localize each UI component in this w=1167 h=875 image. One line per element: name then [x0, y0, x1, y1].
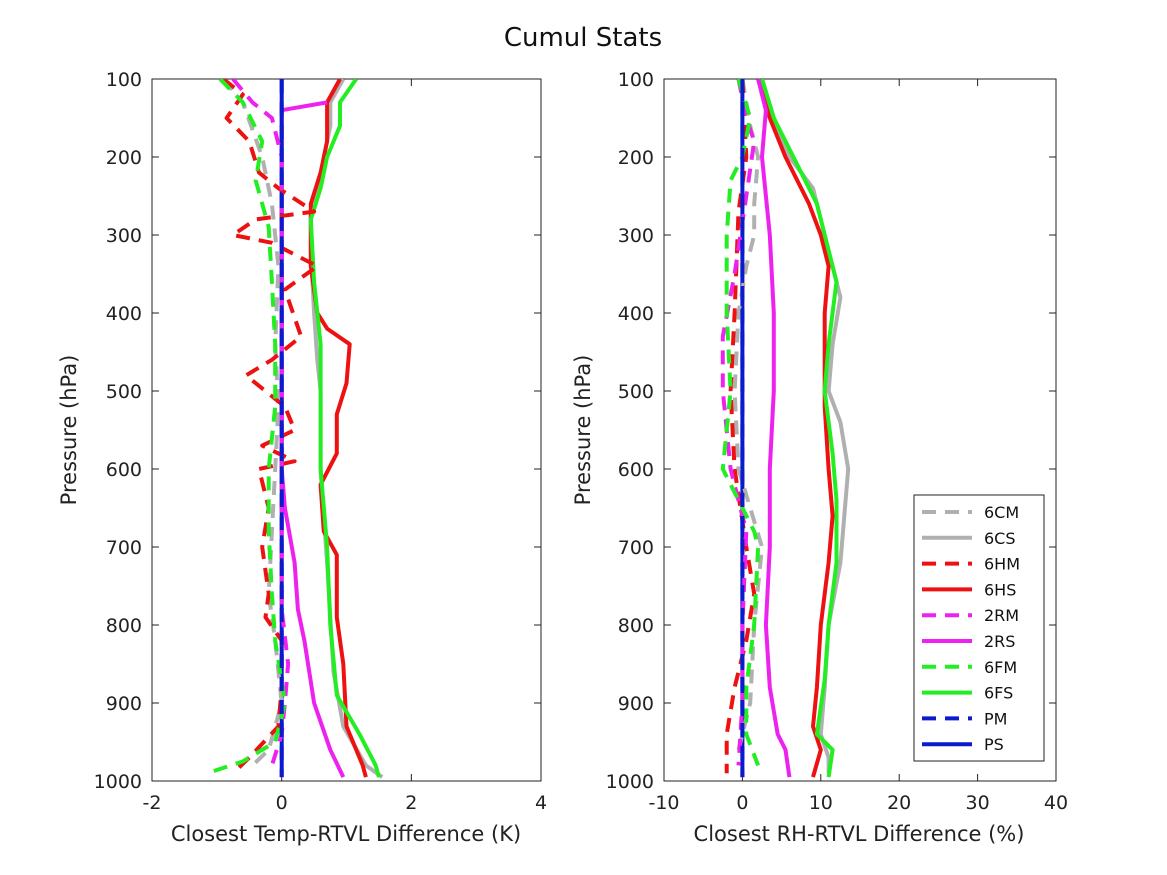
legend-label-6cs: 6CS [984, 529, 1016, 548]
y-tick-label: 400 [618, 303, 654, 325]
series-line-6cm [221, 79, 284, 767]
plot-frame [151, 78, 542, 782]
x-tick-label: 20 [887, 792, 911, 814]
y-tick-label: 900 [618, 693, 654, 715]
legend-label-6hm: 6HM [984, 555, 1020, 574]
y-tick-label: 1000 [94, 771, 142, 793]
temp-difference-plot: -2 0 2 4 100 200 300 400 500 600 700 800 900 1000 [94, 69, 547, 814]
series-line-2rm [720, 79, 757, 766]
rh-difference-plot: -10 0 10 20 30 40 100 200 300 400 500 600 700 800 900 1… [606, 69, 1068, 814]
x-tick-label: 4 [535, 792, 547, 814]
series-line-6fm [206, 79, 287, 776]
y-tick-label: 1000 [606, 771, 654, 793]
series-line-6fs [760, 79, 839, 778]
x-tick-label: 40 [1044, 792, 1068, 814]
y-tick-label: 300 [618, 225, 654, 247]
series-line-2rs [756, 79, 792, 778]
y-tick-label: 700 [106, 537, 142, 559]
plot-frame [663, 78, 1057, 782]
x-tick-label: 0 [736, 792, 748, 814]
legend-label-2rm: 2RM [984, 606, 1019, 625]
y-tick-label: 700 [618, 537, 654, 559]
legend-label-ps: PS [984, 735, 1004, 754]
y-axis-label-temp: Pressure (hPa) [57, 355, 81, 506]
x-tick-label: -2 [143, 792, 162, 814]
x-tick-label: 10 [809, 792, 833, 814]
y-tick-label: 600 [618, 459, 654, 481]
legend-label-6fm: 6FM [984, 658, 1017, 677]
x-tick-label: 0 [276, 792, 288, 814]
y-tick-label: 100 [106, 69, 142, 91]
series-line-6fm [720, 79, 761, 767]
y-tick-label: 900 [106, 693, 142, 715]
series-line-6hs [308, 79, 368, 778]
x-axis-label-temp: Closest Temp-RTVL Difference (K) [171, 822, 521, 846]
y-tick-label: 200 [106, 147, 142, 169]
chart-title: Cumul Stats [504, 23, 662, 53]
x-tick-label: 2 [405, 792, 417, 814]
y-tick-label: 500 [106, 381, 142, 403]
legend-label-6cm: 6CM [984, 503, 1019, 522]
series-line-6cm [732, 79, 764, 751]
y-tick-label: 800 [618, 615, 654, 637]
legend-box [913, 494, 1045, 762]
y-tick-label: 500 [618, 381, 654, 403]
series-group [206, 79, 384, 779]
legend-label-6hs: 6HS [984, 580, 1016, 599]
series-line-6fs [308, 79, 381, 778]
x-tick-label: 30 [966, 792, 990, 814]
legend-label-2rs: 2RS [984, 632, 1015, 651]
y-axis-label-rh: Pressure (hPa) [571, 355, 595, 506]
y-tick-label: 200 [618, 147, 654, 169]
series-line-6hm [724, 79, 757, 774]
legend-label-6fs: 6FS [984, 684, 1013, 703]
y-tick-label: 600 [106, 459, 142, 481]
x-tick-label: -10 [648, 792, 679, 814]
x-axis-label-rh: Closest RH-RTVL Difference (%) [694, 822, 1025, 846]
y-tick-label: 100 [618, 69, 654, 91]
series-line-6hm [222, 79, 320, 775]
y-tick-label: 300 [106, 225, 142, 247]
y-tick-label: 400 [106, 303, 142, 325]
legend-label-pm: PM [984, 709, 1007, 728]
legend: 6CM 6CS 6HM 6HS 2RM 2RS 6FM 6FS PM PS [913, 494, 1045, 762]
series-group [720, 79, 851, 778]
y-tick-label: 800 [106, 615, 142, 637]
